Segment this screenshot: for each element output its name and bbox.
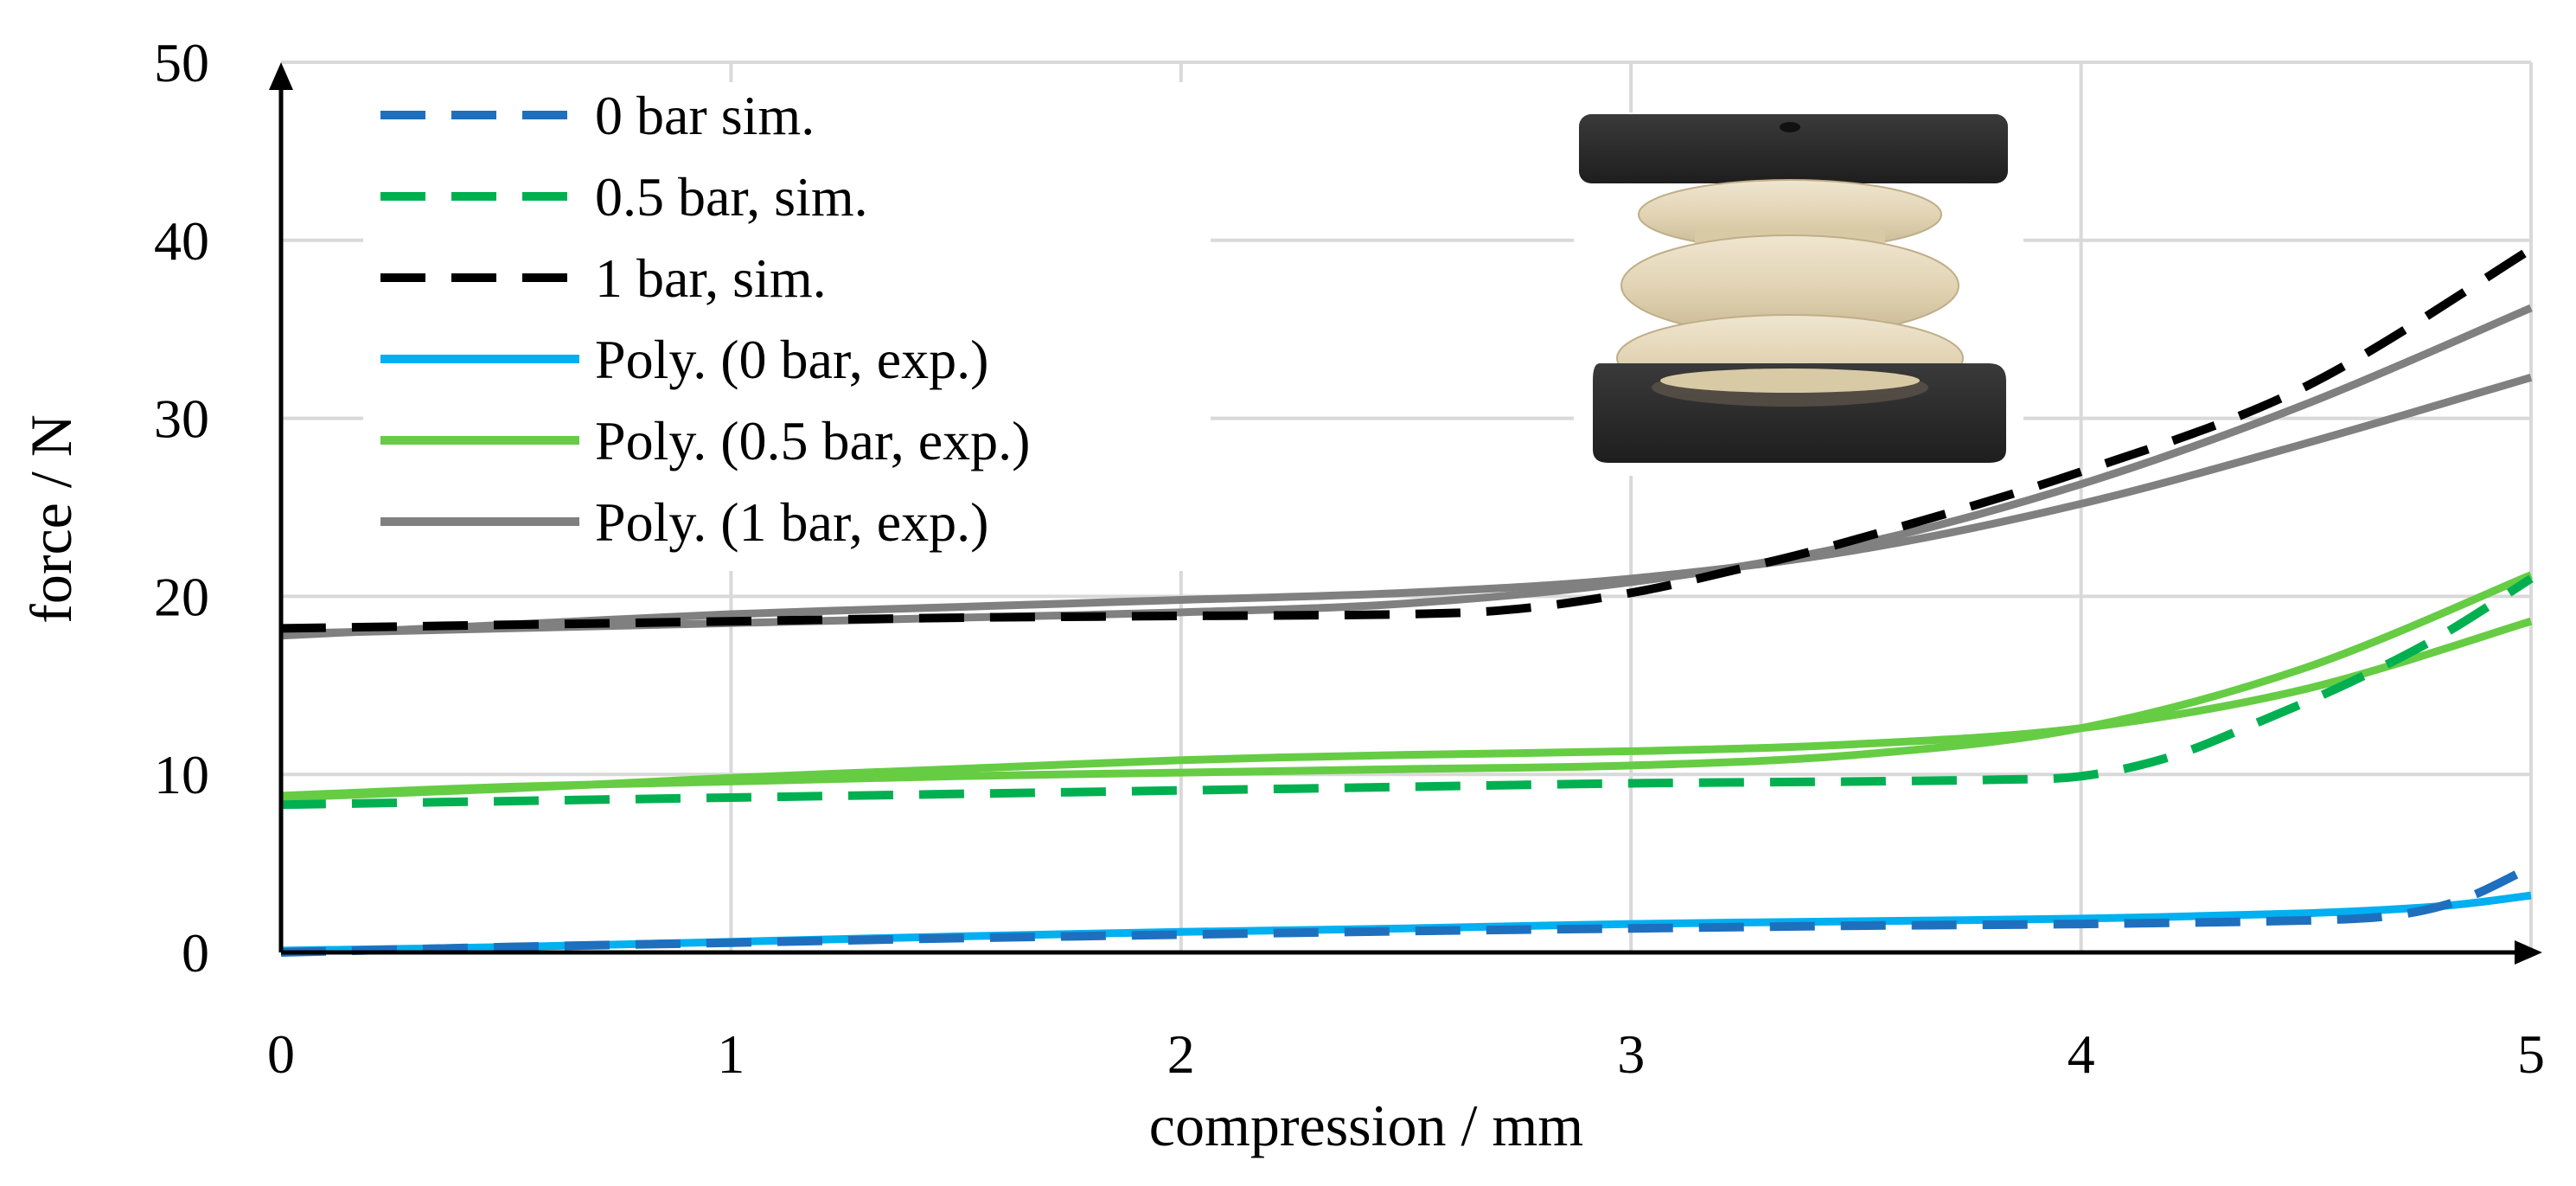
legend-background (363, 82, 1211, 571)
y-tick-label-2: 20 (154, 566, 209, 627)
series-line-0 (280, 862, 2534, 957)
legend-label-4: Poly. (0.5 bar, exp.) (595, 410, 1030, 471)
legend: 0 bar sim. 0.5 bar, sim. 1 bar, sim. Poly. … (363, 82, 1211, 571)
y-tick-label-5: 50 (154, 32, 209, 93)
legend-label-3: Poly. (0 bar, exp.) (595, 329, 988, 390)
legend-label-0: 0 bar sim. (595, 85, 815, 146)
y-tick-label-0: 0 (182, 922, 209, 984)
bellows-sample-photo (1574, 112, 2023, 476)
x-tick-label-1: 1 (717, 1023, 745, 1085)
x-axis-title: compression / mm (1149, 1093, 1583, 1158)
x-tick-label-3: 3 (1617, 1023, 1645, 1085)
x-tick-label-5: 5 (2517, 1023, 2545, 1085)
y-tick-label-1: 10 (154, 744, 209, 805)
y-axis-title: force / N (18, 414, 84, 624)
series-line-3 (280, 891, 2532, 955)
legend-label-5: Poly. (1 bar, exp.) (595, 491, 988, 553)
x-axis-arrowhead (2515, 940, 2542, 965)
x-tick-labels: 0 1 2 3 4 5 (267, 1023, 2545, 1085)
x-tick-label-2: 2 (1167, 1023, 1195, 1085)
y-tick-label-4: 40 (154, 210, 209, 272)
legend-label-1: 0.5 bar, sim. (595, 166, 868, 228)
y-tick-label-3: 30 (154, 388, 209, 450)
x-tick-label-0: 0 (267, 1023, 295, 1085)
series-line-2 (280, 245, 2534, 633)
x-tick-label-4: 4 (2068, 1023, 2095, 1085)
axes (269, 62, 2542, 965)
legend-label-2: 1 bar, sim. (595, 247, 827, 309)
y-tick-labels: 0 10 20 30 40 50 (154, 32, 209, 984)
y-axis-arrowhead (269, 62, 293, 90)
series-layer (280, 245, 2534, 957)
series-line-6 (280, 373, 2533, 640)
series-line-5 (280, 571, 2533, 800)
series-line-1 (280, 574, 2534, 810)
